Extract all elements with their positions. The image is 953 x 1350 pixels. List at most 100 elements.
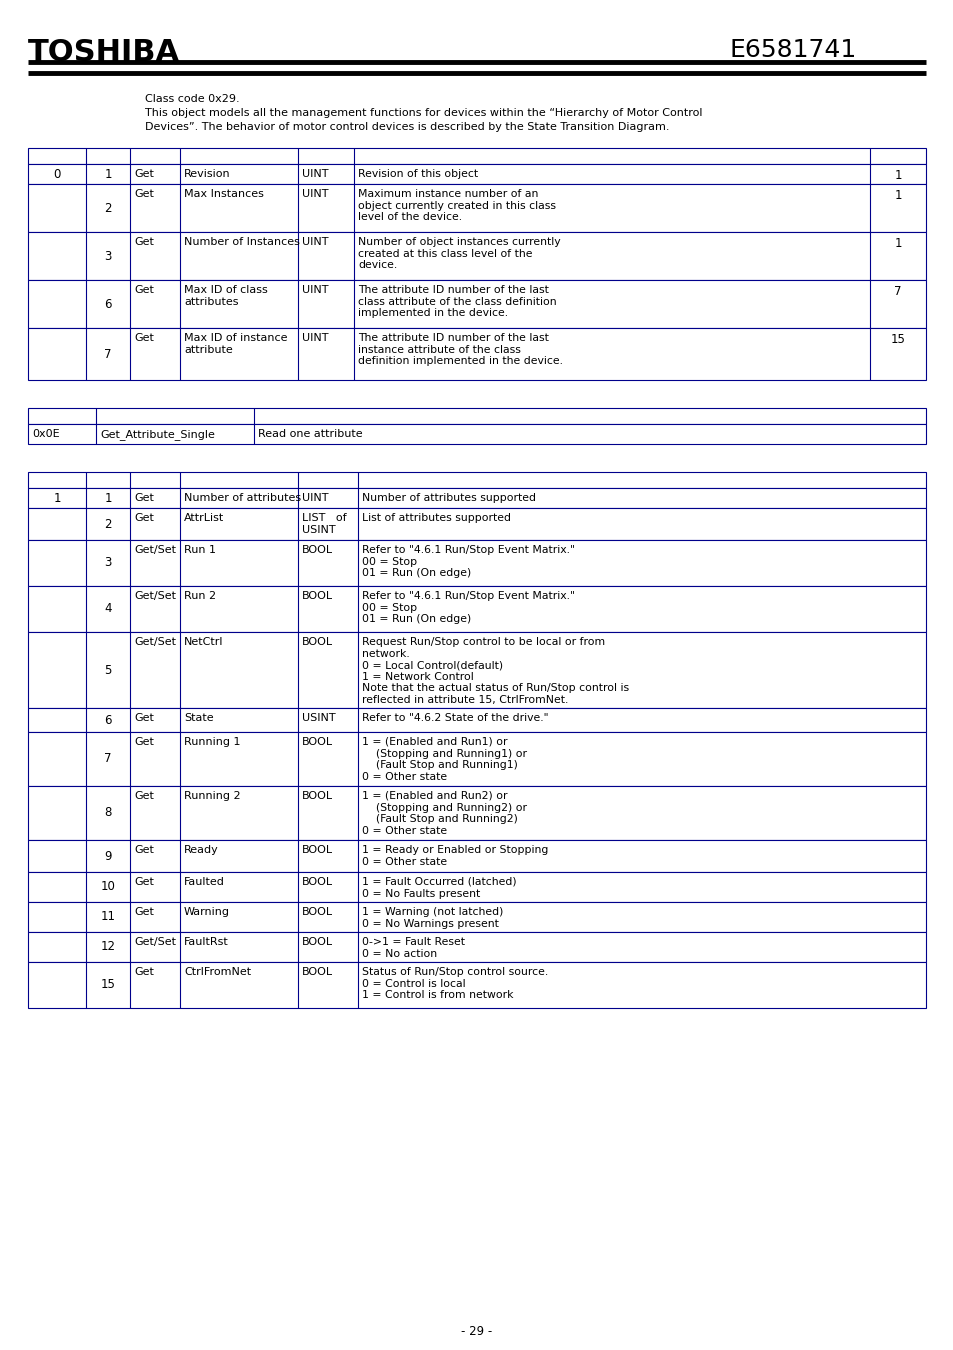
Text: UINT: UINT — [302, 238, 328, 247]
Text: Running 1: Running 1 — [184, 737, 240, 747]
Text: Get: Get — [133, 493, 153, 504]
Text: 1: 1 — [104, 491, 112, 505]
Bar — [28, 328, 925, 379]
Text: 2: 2 — [104, 517, 112, 531]
Text: UINT: UINT — [302, 493, 328, 504]
Text: Number of object instances currently
created at this class level of the
device.: Number of object instances currently cre… — [357, 238, 560, 270]
Text: Get: Get — [133, 169, 153, 180]
Text: Refer to "4.6.2 State of the drive.": Refer to "4.6.2 State of the drive." — [361, 713, 548, 724]
Text: List of attributes supported: List of attributes supported — [361, 513, 511, 522]
Bar — [28, 707, 925, 732]
Text: FaultRst: FaultRst — [184, 937, 229, 946]
Text: BOOL: BOOL — [302, 907, 333, 917]
Text: State: State — [184, 713, 213, 724]
Text: Get: Get — [133, 791, 153, 801]
Text: BOOL: BOOL — [302, 878, 333, 887]
Text: Devices”. The behavior of motor control devices is described by the State Transi: Devices”. The behavior of motor control … — [145, 122, 669, 132]
Text: Get: Get — [133, 285, 153, 296]
Text: 1 = (Enabled and Run1) or
    (Stopping and Running1) or
    (Fault Stop and Run: 1 = (Enabled and Run1) or (Stopping and … — [361, 737, 526, 782]
Bar — [28, 163, 925, 184]
Bar — [28, 902, 925, 932]
Text: BOOL: BOOL — [302, 967, 333, 977]
Text: 3: 3 — [104, 556, 112, 570]
Bar — [28, 540, 925, 586]
Text: TOSHIBA: TOSHIBA — [28, 38, 180, 68]
Bar — [28, 148, 925, 163]
Bar — [28, 487, 925, 508]
Text: BOOL: BOOL — [302, 937, 333, 946]
Text: Get/Set: Get/Set — [133, 591, 175, 601]
Text: BOOL: BOOL — [302, 591, 333, 601]
Text: USINT: USINT — [302, 713, 335, 724]
Text: Number of Instances: Number of Instances — [184, 238, 299, 247]
Text: 9: 9 — [104, 849, 112, 863]
Text: 6: 6 — [104, 714, 112, 726]
Text: The attribute ID number of the last
instance attribute of the class
definition i: The attribute ID number of the last inst… — [357, 333, 562, 366]
Text: Get/Set: Get/Set — [133, 637, 175, 647]
Text: Refer to "4.6.1 Run/Stop Event Matrix."
00 = Stop
01 = Run (On edge): Refer to "4.6.1 Run/Stop Event Matrix." … — [361, 545, 575, 578]
Text: 1: 1 — [104, 167, 112, 181]
Text: 1: 1 — [893, 189, 901, 202]
Text: 1 = Warning (not latched)
0 = No Warnings present: 1 = Warning (not latched) 0 = No Warning… — [361, 907, 503, 929]
Text: Get: Get — [133, 513, 153, 522]
Text: UINT: UINT — [302, 189, 328, 198]
Text: Status of Run/Stop control source.
0 = Control is local
1 = Control is from netw: Status of Run/Stop control source. 0 = C… — [361, 967, 548, 1000]
Bar — [28, 232, 925, 279]
Text: 3: 3 — [104, 250, 112, 262]
Text: Warning: Warning — [184, 907, 230, 917]
Text: 2: 2 — [104, 201, 112, 215]
Text: 6: 6 — [104, 297, 112, 310]
Text: Request Run/Stop control to be local or from
network.
0 = Local Control(default): Request Run/Stop control to be local or … — [361, 637, 628, 705]
Text: Get: Get — [133, 878, 153, 887]
Bar — [28, 786, 925, 840]
Text: 7: 7 — [893, 285, 901, 298]
Text: 4: 4 — [104, 602, 112, 616]
Text: CtrlFromNet: CtrlFromNet — [184, 967, 251, 977]
Text: 7: 7 — [104, 347, 112, 360]
Bar — [28, 586, 925, 632]
Bar — [28, 732, 925, 786]
Text: 7: 7 — [104, 752, 112, 765]
Text: Number of attributes: Number of attributes — [184, 493, 301, 504]
Text: 12: 12 — [100, 941, 115, 953]
Text: Number of attributes supported: Number of attributes supported — [361, 493, 536, 504]
Text: 0: 0 — [53, 167, 61, 181]
Text: 1 = Fault Occurred (latched)
0 = No Faults present: 1 = Fault Occurred (latched) 0 = No Faul… — [361, 878, 517, 899]
Text: 1: 1 — [893, 169, 901, 182]
Text: Get: Get — [133, 713, 153, 724]
Text: 10: 10 — [100, 880, 115, 894]
Text: 15: 15 — [890, 333, 904, 346]
Text: UINT: UINT — [302, 169, 328, 180]
Text: Max Instances: Max Instances — [184, 189, 264, 198]
Text: Refer to "4.6.1 Run/Stop Event Matrix."
00 = Stop
01 = Run (On edge): Refer to "4.6.1 Run/Stop Event Matrix." … — [361, 591, 575, 624]
Text: 1: 1 — [893, 238, 901, 250]
Text: Get: Get — [133, 967, 153, 977]
Bar — [28, 424, 925, 444]
Text: Run 1: Run 1 — [184, 545, 215, 555]
Text: UINT: UINT — [302, 333, 328, 343]
Text: 11: 11 — [100, 910, 115, 923]
Text: Get: Get — [133, 189, 153, 198]
Text: Faulted: Faulted — [184, 878, 225, 887]
Text: 0->1 = Fault Reset
0 = No action: 0->1 = Fault Reset 0 = No action — [361, 937, 464, 958]
Text: This object models all the management functions for devices within the “Hierarch: This object models all the management fu… — [145, 108, 701, 117]
Bar — [28, 632, 925, 707]
Bar — [28, 184, 925, 232]
Text: 15: 15 — [100, 979, 115, 991]
Text: E6581741: E6581741 — [729, 38, 857, 62]
Bar — [28, 508, 925, 540]
Bar — [28, 931, 925, 963]
Text: Get: Get — [133, 907, 153, 917]
Text: Maximum instance number of an
object currently created in this class
level of th: Maximum instance number of an object cur… — [357, 189, 556, 223]
Text: Running 2: Running 2 — [184, 791, 240, 801]
Text: Class code 0x29.: Class code 0x29. — [145, 95, 239, 104]
Text: Max ID of class
attributes: Max ID of class attributes — [184, 285, 268, 306]
Text: 1 = Ready or Enabled or Stopping
0 = Other state: 1 = Ready or Enabled or Stopping 0 = Oth… — [361, 845, 548, 867]
Text: Read one attribute: Read one attribute — [257, 429, 362, 439]
Text: 1: 1 — [53, 491, 61, 505]
Text: Get: Get — [133, 845, 153, 855]
Text: Revision of this object: Revision of this object — [357, 169, 477, 180]
Bar — [28, 408, 925, 424]
Text: BOOL: BOOL — [302, 637, 333, 647]
Bar — [28, 963, 925, 1008]
